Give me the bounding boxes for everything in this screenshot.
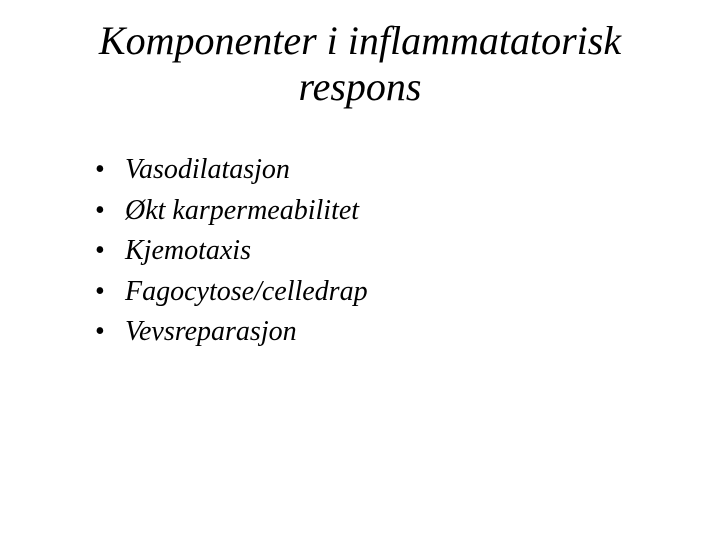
title-line-2: respons: [299, 64, 422, 109]
slide-title: Komponenter i inflammatatorisk respons: [30, 18, 690, 110]
bullet-text: Fagocytose/celledrap: [125, 272, 720, 313]
bullet-text: Vevsreparasjon: [125, 312, 720, 353]
list-item: • Vevsreparasjon: [95, 312, 720, 353]
bullet-list: • Vasodilatasjon • Økt karpermeabilitet …: [95, 150, 720, 353]
bullet-icon: •: [95, 272, 125, 313]
list-item: • Kjemotaxis: [95, 231, 720, 272]
title-line-1: Komponenter i inflammatatorisk: [99, 18, 621, 63]
list-item: • Fagocytose/celledrap: [95, 272, 720, 313]
list-item: • Vasodilatasjon: [95, 150, 720, 191]
slide: Komponenter i inflammatatorisk respons •…: [0, 0, 720, 540]
bullet-icon: •: [95, 231, 125, 272]
bullet-text: Økt karpermeabilitet: [125, 191, 720, 232]
bullet-icon: •: [95, 150, 125, 191]
list-item: • Økt karpermeabilitet: [95, 191, 720, 232]
bullet-icon: •: [95, 191, 125, 232]
bullet-text: Kjemotaxis: [125, 231, 720, 272]
bullet-text: Vasodilatasjon: [125, 150, 720, 191]
bullet-icon: •: [95, 312, 125, 353]
